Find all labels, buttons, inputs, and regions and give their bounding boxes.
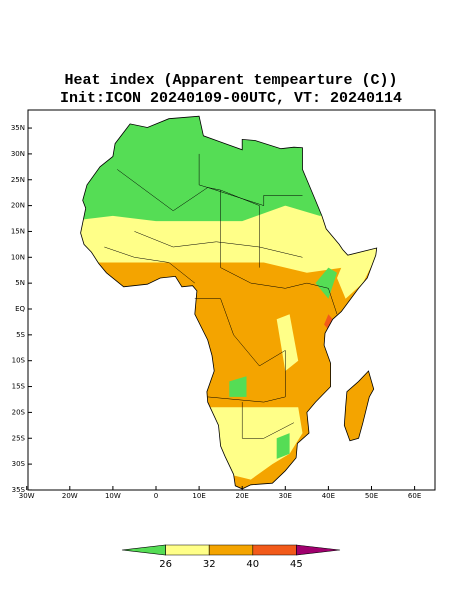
axes: 35N 30N 25N 20N 15N 10N 5N EQ 5S 10S 15S 20S 25S 30S 3… xyxy=(11,124,421,500)
colorbar-swatch xyxy=(121,544,166,556)
lon-tick-label: 60E xyxy=(408,492,421,500)
border xyxy=(134,231,303,258)
border xyxy=(220,190,338,315)
lon-tick-label: 0 xyxy=(154,492,158,500)
zone-hottest xyxy=(324,314,333,330)
lon-tick-label: 10W xyxy=(105,492,121,500)
zone-warm xyxy=(199,407,303,480)
zone-cool xyxy=(229,376,247,397)
lat-tick-label: 10S xyxy=(12,357,26,365)
lat-tick-label: 30N xyxy=(11,150,25,158)
zone-cool xyxy=(80,116,377,222)
lon-tick-label: 20W xyxy=(62,492,78,500)
lat-tick-label: 25N xyxy=(11,176,25,184)
border xyxy=(104,246,195,284)
zone-warm xyxy=(276,314,299,371)
colorbar-label: 40 xyxy=(246,559,259,570)
colorbar-swatch xyxy=(296,544,341,556)
colorbar-swatch xyxy=(208,544,254,556)
zone-warm xyxy=(337,247,376,299)
lat-tick-label: 15S xyxy=(12,383,26,391)
lon-tick-label: 30E xyxy=(279,492,292,500)
lon-tick-label: 30W xyxy=(19,492,35,500)
lon-tick-label: 10E xyxy=(192,492,205,500)
coastline xyxy=(80,115,378,490)
lat-tick-label: 5S xyxy=(16,331,25,339)
lat-tick-label: 30S xyxy=(12,460,26,468)
colorbar-label: 32 xyxy=(203,559,216,570)
lon-tick-label: 50E xyxy=(365,492,378,500)
lon-tick-label: 20E xyxy=(236,492,249,500)
zone-cool xyxy=(315,267,337,299)
border xyxy=(117,169,303,212)
lat-tick-label: 10N xyxy=(11,253,25,261)
title: Heat index (Apparent tempearture (C)) xyxy=(64,72,397,89)
colorbar-swatch xyxy=(165,544,210,556)
lat-tick-label: 35N xyxy=(11,124,25,132)
colorbar: 26 32 40 45 xyxy=(121,544,341,570)
border xyxy=(241,402,295,439)
lat-tick-label: 35S xyxy=(12,486,26,494)
border xyxy=(198,153,260,268)
subtitle: Init:ICON 20240109-00UTC, VT: 20240114 xyxy=(60,90,402,107)
coastline xyxy=(343,370,375,442)
lon-tick-label: 40E xyxy=(322,492,335,500)
lat-tick-label: 20S xyxy=(12,408,26,416)
lat-tick-label: 5N xyxy=(15,279,25,287)
colorbar-label: 26 xyxy=(159,559,172,570)
lat-tick-label: 25S xyxy=(12,434,26,442)
zone-cool xyxy=(276,433,290,459)
map-frame xyxy=(27,109,436,491)
lat-tick-label: 15N xyxy=(11,227,25,235)
lat-tick-label: 20N xyxy=(11,202,25,210)
colorbar-label: 45 xyxy=(290,559,303,570)
colorbar-swatch xyxy=(252,544,297,556)
lat-tick-label: EQ xyxy=(15,305,25,313)
border xyxy=(194,298,286,403)
